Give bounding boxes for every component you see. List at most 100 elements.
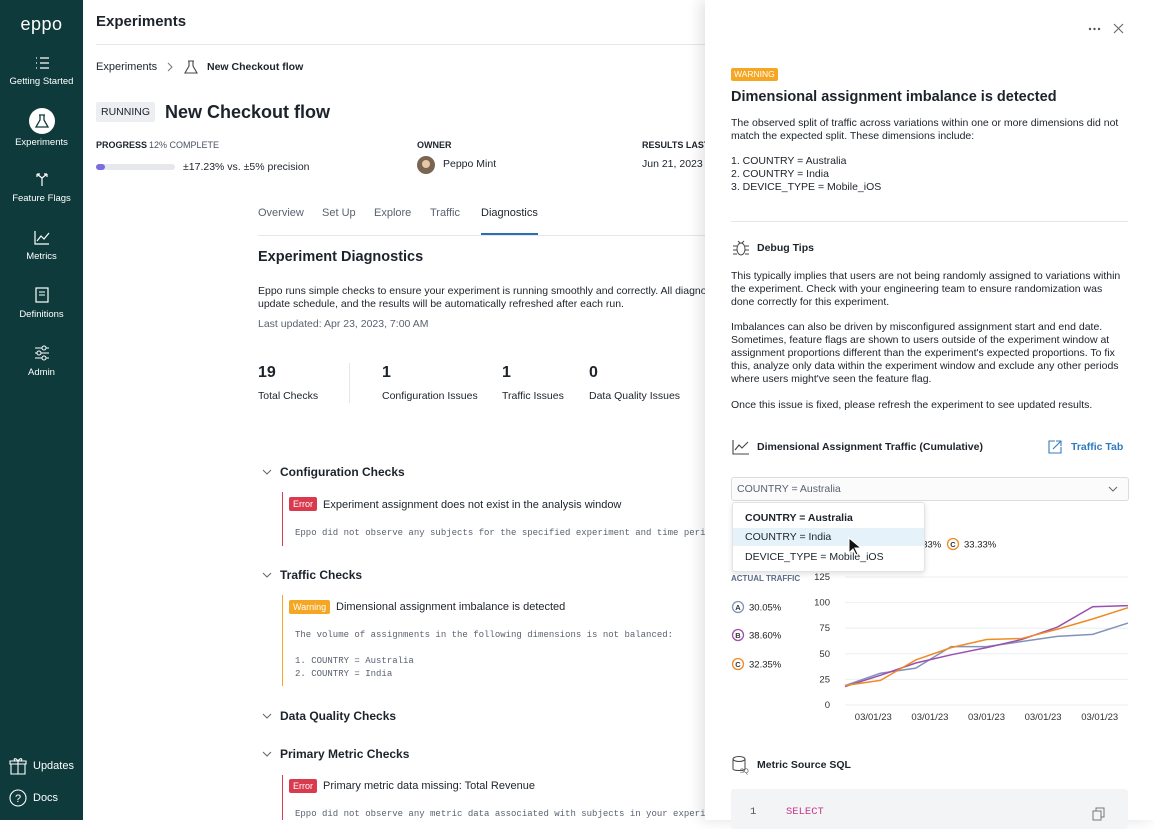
- variant-badge: [731, 628, 745, 642]
- debug-paragraph: Once this issue is fixed, please refresh…: [731, 399, 1093, 411]
- breadcrumb-current: New Checkout flow: [207, 61, 304, 73]
- panel-controls[interactable]: [1085, 21, 1135, 37]
- last-updated: Last updated: Apr 23, 2023, 7:00 AM: [258, 318, 429, 330]
- text-line: 2. COUNTRY = India: [731, 168, 829, 180]
- nav-item[interactable]: Experiments: [0, 108, 83, 148]
- precision: ±17.23% vs. ±5% precision: [183, 161, 310, 173]
- stat-value: 1: [382, 364, 391, 381]
- icon: [28, 108, 55, 134]
- text-line: 1. COUNTRY = Australia: [295, 656, 414, 666]
- copy-icon[interactable]: [1092, 807, 1106, 821]
- x-tick-label: 03/01/23: [911, 712, 948, 723]
- owner-label: OWNER: [417, 140, 452, 150]
- logo[interactable]: eppo: [20, 14, 63, 34]
- variant-letter: C: [950, 540, 956, 549]
- variant-badge: [731, 657, 745, 671]
- experiment-name: New Checkout flow: [165, 102, 331, 122]
- traffic-value: 30.05%: [749, 603, 782, 614]
- nav-label: Feature Flags: [12, 193, 71, 204]
- nav-footer[interactable]: Updates: [33, 760, 74, 772]
- check-section-title[interactable]: Primary Metric Checks: [280, 747, 410, 761]
- option-highlighted[interactable]: COUNTRY = India: [733, 528, 924, 546]
- variant-badge: [731, 600, 745, 614]
- y-tick-label: 100: [814, 598, 830, 609]
- breadcrumb[interactable]: Experiments: [96, 61, 158, 73]
- text-line: 2. COUNTRY = India: [295, 669, 393, 679]
- link-icon[interactable]: [1047, 439, 1063, 455]
- text-line: Eppo runs simple checks to ensure your e…: [258, 285, 712, 297]
- chevron[interactable]: [262, 711, 272, 721]
- nav-item[interactable]: Admin: [0, 345, 83, 378]
- section-title: Experiment Diagnostics: [258, 249, 424, 265]
- check-section-title[interactable]: Traffic Checks: [280, 568, 363, 582]
- text-line: 1. COUNTRY = Australia: [731, 155, 847, 167]
- variant-letter: A: [735, 603, 741, 612]
- chart-icon: [732, 440, 749, 455]
- check-details: Eppo did not observe any metric data ass…: [295, 808, 705, 821]
- series-line: [844, 604, 1129, 688]
- check-details: The volume of assignments in the followi…: [295, 629, 673, 642]
- divider: [96, 44, 705, 45]
- check-section-title[interactable]: Configuration Checks: [280, 465, 405, 479]
- chevron[interactable]: [262, 749, 272, 759]
- icon: [35, 57, 49, 69]
- progress-bar: [96, 164, 175, 170]
- progress-fill: [96, 164, 105, 170]
- option[interactable]: DEVICE_TYPE = Mobile_iOS: [745, 551, 884, 563]
- bug-icon: [733, 240, 749, 256]
- sql-title: Metric Source SQL: [757, 759, 851, 771]
- nav-item[interactable]: Definitions: [0, 287, 83, 320]
- text-line: Sometimes, feature flags are shown to us…: [731, 334, 1110, 346]
- chart-title: Dimensional Assignment Traffic (Cumulati…: [757, 441, 983, 453]
- dropdown-value: COUNTRY = Australia: [737, 483, 841, 495]
- stat-value: 0: [589, 364, 598, 381]
- panel-title: Dimensional assignment imbalance is dete…: [731, 89, 1057, 105]
- nav-footer[interactable]: Docs: [33, 792, 59, 804]
- results-label: RESULTS LAST: [642, 140, 710, 150]
- debug-paragraph: Imbalances can also be driven by misconf…: [731, 321, 1119, 386]
- dropdown[interactable]: COUNTRY = Australia: [731, 477, 1129, 501]
- nav-item[interactable]: Metrics: [0, 229, 83, 262]
- progress-label: PROGRESS: [96, 140, 148, 150]
- check-details: Eppo did not observe any subjects for th…: [295, 527, 705, 540]
- code-box: 1 SELECT: [731, 789, 1128, 829]
- option[interactable]: COUNTRY = Australia: [745, 512, 853, 524]
- tab[interactable]: Overview: [258, 207, 304, 219]
- sidebar: eppo Getting Started Experiments Feature…: [0, 0, 83, 820]
- icon: [35, 173, 48, 186]
- debug-title: Debug Tips: [757, 242, 814, 254]
- text-line: update schedule, and the results will be…: [258, 298, 624, 310]
- stat-label: Data Quality Issues: [589, 390, 681, 402]
- tab[interactable]: Traffic: [430, 207, 460, 219]
- page-title: Experiments: [96, 13, 187, 30]
- error-border: [282, 492, 283, 546]
- check-message: Dimensional assignment imbalance is dete…: [336, 601, 566, 613]
- x-tick-label: 03/01/23: [968, 712, 1005, 723]
- tab[interactable]: Explore: [374, 207, 412, 219]
- divider: [731, 221, 1128, 222]
- nav-item[interactable]: Getting Started: [0, 56, 83, 87]
- traffic-tab-link[interactable]: Traffic Tab: [1071, 441, 1124, 453]
- nav-label: Experiments: [15, 137, 68, 148]
- chevron[interactable]: [262, 467, 272, 477]
- svg-text:SQL: SQL: [740, 769, 749, 775]
- stat-divider: [349, 363, 350, 403]
- chart: 0 25 50 75 100 125 03/01/23 03/01/23 03/01/23 03/…: [731, 537, 1129, 723]
- error-badge: Error: [289, 497, 317, 511]
- tab[interactable]: Set Up: [322, 207, 356, 219]
- y-tick-label: 125: [814, 572, 830, 583]
- progress-complete: 12% COMPLETE: [149, 140, 220, 150]
- chevron[interactable]: [262, 570, 272, 580]
- stat-label: Configuration Issues: [382, 390, 478, 402]
- panel-intro: The observed split of traffic across var…: [731, 117, 1118, 143]
- status-badge: RUNNING: [96, 102, 155, 122]
- tab-active[interactable]: Diagnostics: [481, 207, 538, 219]
- main: Experiments Experiments New Checkout flo…: [83, 0, 712, 821]
- y-tick-label: 75: [819, 623, 830, 634]
- text-line: This typically implies that users are no…: [731, 270, 1121, 282]
- nav-label: Metrics: [26, 251, 57, 262]
- description: Eppo runs simple checks to ensure your e…: [258, 285, 712, 311]
- check-section-title[interactable]: Data Quality Checks: [280, 709, 397, 723]
- nav-item[interactable]: Feature Flags: [0, 171, 83, 204]
- text-line: The observed split of traffic across var…: [731, 117, 1119, 129]
